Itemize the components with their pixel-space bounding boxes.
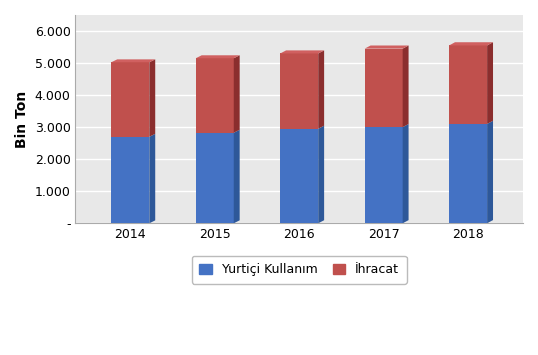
Polygon shape bbox=[111, 59, 155, 62]
Polygon shape bbox=[402, 45, 408, 127]
Bar bbox=[365, 127, 402, 223]
Bar bbox=[365, 49, 402, 127]
Legend: Yurtiçi Kullanım, İhracat: Yurtiçi Kullanım, İhracat bbox=[192, 256, 407, 284]
Y-axis label: Bin Ton: Bin Ton bbox=[15, 91, 29, 148]
Polygon shape bbox=[233, 130, 239, 223]
Polygon shape bbox=[487, 121, 493, 223]
Bar bbox=[196, 58, 233, 133]
Polygon shape bbox=[318, 126, 324, 223]
Polygon shape bbox=[233, 55, 239, 133]
Polygon shape bbox=[150, 134, 155, 223]
Bar bbox=[111, 137, 150, 223]
Bar bbox=[280, 54, 318, 129]
Polygon shape bbox=[280, 50, 324, 54]
Polygon shape bbox=[318, 50, 324, 129]
Polygon shape bbox=[402, 124, 408, 223]
Bar bbox=[280, 129, 318, 223]
Polygon shape bbox=[196, 55, 239, 58]
Bar bbox=[449, 45, 487, 124]
Bar bbox=[196, 133, 233, 223]
Bar bbox=[111, 62, 150, 137]
Polygon shape bbox=[487, 42, 493, 124]
Polygon shape bbox=[150, 59, 155, 137]
Bar bbox=[449, 124, 487, 223]
Polygon shape bbox=[365, 45, 408, 49]
Polygon shape bbox=[449, 42, 493, 45]
